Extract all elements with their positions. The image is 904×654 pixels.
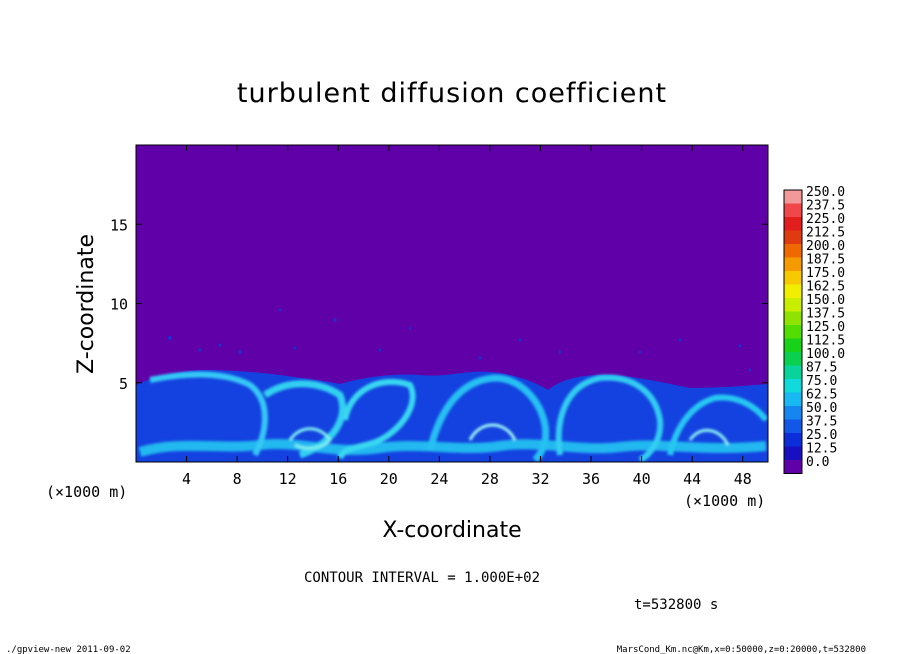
colorbar-swatch: [784, 446, 802, 460]
colorbar-label: 12.5: [806, 442, 837, 457]
colorbar-swatch: [784, 298, 802, 312]
x-tick-label: 16: [329, 470, 347, 488]
plume-edge-3: [337, 378, 416, 460]
colorbar-label: 187.5: [806, 253, 845, 268]
colorbar-label: 112.5: [806, 334, 845, 349]
colorbar-swatch: [784, 419, 802, 433]
turbulence-field: [136, 308, 768, 462]
y-tick-label: 15: [110, 216, 128, 234]
footer-left: ./gpview-new 2011-09-02: [6, 645, 131, 654]
footer-right: MarsCond_Km.nc@Km,x=0:50000,z=0:20000,t=…: [617, 645, 866, 654]
colorbar-label: 150.0: [806, 293, 845, 308]
curl-2: [468, 423, 517, 441]
colorbar-swatch: [784, 284, 802, 298]
colorbar-label: 162.5: [806, 280, 845, 295]
colorbar-label: 125.0: [806, 320, 845, 335]
colorbar-swatch: [784, 190, 802, 204]
colorbar-swatch: [784, 203, 802, 217]
colorbar-swatch: [784, 217, 802, 231]
colorbar-label: 0.0: [806, 455, 829, 470]
colorbar-frame: [783, 189, 803, 474]
colorbar-swatch: [784, 365, 802, 379]
colorbar-swatch: [784, 244, 802, 258]
plume-edge-2: [263, 380, 347, 459]
colorbar-swatch: [784, 311, 802, 325]
colorbar-label: 37.5: [806, 415, 837, 430]
y-tick-label: 10: [110, 296, 128, 314]
plume-edge-1: [149, 371, 268, 457]
colorbar-swatch: [784, 271, 802, 285]
x-tick-label: 24: [430, 470, 448, 488]
colorbar-label: 212.5: [806, 226, 845, 241]
x-axis-title: X-coordinate: [382, 518, 521, 543]
x-tick-label: 8: [233, 470, 242, 488]
colorbar-label: 100.0: [806, 347, 845, 362]
colorbar-label: 175.0: [806, 266, 845, 281]
y-axis: 5 10 15: [110, 216, 768, 393]
colorbar-swatch: [784, 230, 802, 244]
x-tick-label: 20: [380, 470, 398, 488]
contour-interval-label: CONTOUR INTERVAL = 1.000E+02: [304, 570, 540, 586]
colorbar-label: 87.5: [806, 361, 837, 376]
x-tick-label: 40: [633, 470, 651, 488]
colorbar-swatch: [784, 406, 802, 420]
colorbar-label: 200.0: [806, 239, 845, 254]
colorbar-label: 25.0: [806, 428, 837, 443]
x-tick-label: 4: [182, 470, 191, 488]
colorbar-label: 75.0: [806, 374, 837, 389]
curl-3: [688, 429, 730, 446]
colorbar-label: 137.5: [806, 307, 845, 322]
x-tick-label: 32: [531, 470, 549, 488]
colorbar-swatch: [784, 392, 802, 406]
y-axis-title: Z-coordinate: [74, 234, 99, 374]
y-unit-label: (×1000 m): [46, 483, 127, 501]
colorbar-swatch: [784, 433, 802, 447]
x-axis: 4 8 12 16 20 24 28 32 36 40 44 48: [182, 145, 752, 488]
plume-edge-6: [667, 394, 768, 456]
x-tick-label: 48: [734, 470, 752, 488]
plume-edge-5: [555, 374, 664, 462]
y-tick-label: 5: [119, 375, 128, 393]
curl-1: [288, 427, 332, 450]
colorbar-swatch: [784, 257, 802, 271]
colorbar-swatch: [784, 338, 802, 352]
x-unit-label: (×1000 m): [684, 492, 765, 510]
plume-edge-4: [426, 374, 550, 462]
stray-specks: [168, 308, 752, 372]
colorbar: 250.0237.5225.0212.5200.0187.5175.0162.5…: [783, 185, 845, 474]
colorbar-label: 50.0: [806, 401, 837, 416]
cyan-filament: [138, 438, 767, 457]
boundary-layer-base: [136, 370, 768, 462]
colorbar-swatch: [784, 352, 802, 366]
time-label: t=532800 s: [634, 597, 718, 613]
colorbar-label: 62.5: [806, 388, 837, 403]
x-tick-label: 12: [279, 470, 297, 488]
colorbar-label: 237.5: [806, 199, 845, 214]
colorbar-swatch: [784, 325, 802, 339]
colorbar-label: 250.0: [806, 185, 845, 200]
colorbar-swatch: [784, 460, 802, 474]
colorbar-swatch: [784, 379, 802, 393]
colorbar-label: 225.0: [806, 212, 845, 227]
x-tick-label: 44: [683, 470, 701, 488]
x-tick-label: 28: [481, 470, 499, 488]
chart-title: turbulent diffusion coefficient: [237, 78, 667, 109]
x-tick-label: 36: [582, 470, 600, 488]
